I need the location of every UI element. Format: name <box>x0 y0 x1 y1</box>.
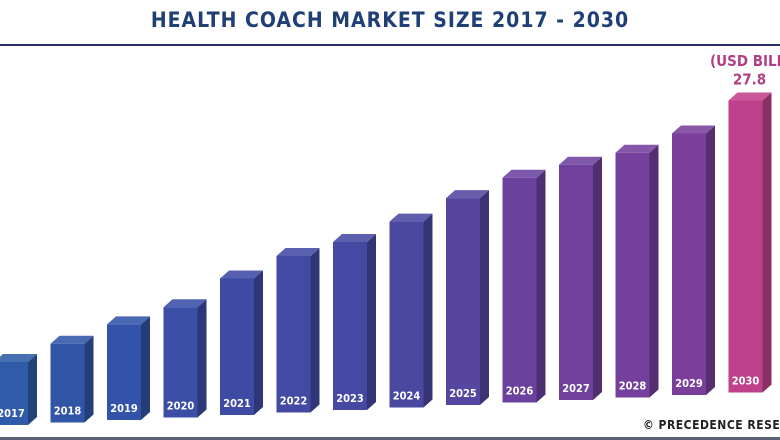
bar-top-2018 <box>50 335 94 344</box>
bar-top-2019 <box>107 316 150 325</box>
bar-2028 <box>615 152 650 398</box>
bar-side-2027 <box>593 156 602 400</box>
bar-side-2023 <box>367 233 376 410</box>
data-label-2030: 27.8 <box>733 71 766 89</box>
bar-label-2019: 2019 <box>110 402 138 415</box>
bar-2021 <box>220 278 254 415</box>
bar-side-2018 <box>84 335 94 423</box>
bar-label-2024: 2024 <box>393 390 421 403</box>
bar-side-2019 <box>141 316 150 420</box>
bar-top-2026 <box>502 169 546 178</box>
bar-2023 <box>333 241 367 410</box>
bar-2026 <box>502 177 537 403</box>
bar-side-2020 <box>197 299 207 418</box>
bar-label-2029: 2029 <box>675 377 703 390</box>
unit-label: (USD BILLION) <box>710 52 780 70</box>
bar-label-2022: 2022 <box>280 395 308 408</box>
bar-2025 <box>446 198 480 405</box>
bar-side-2025 <box>480 190 489 405</box>
bar-side-2022 <box>310 247 320 413</box>
bar-2022 <box>276 255 311 413</box>
bar-label-2017: 2017 <box>0 407 25 420</box>
bar-side-2028 <box>649 144 659 398</box>
footer-divider <box>0 437 780 440</box>
bar-2027 <box>559 164 593 400</box>
bar-top-2017 <box>0 353 37 362</box>
bar-2017 <box>0 361 28 425</box>
bar-2029 <box>672 133 706 395</box>
bar-top-2024 <box>389 213 433 222</box>
bar-label-2023: 2023 <box>336 392 364 405</box>
bar-side-2030 <box>762 92 772 393</box>
bar-2020 <box>163 307 198 418</box>
bar-label-2018: 2018 <box>54 405 82 418</box>
bar-2019 <box>107 324 141 420</box>
bar-2018 <box>50 343 85 423</box>
bar-side-2017 <box>28 353 37 425</box>
chart-title: HEALTH COACH MARKET SIZE 2017 - 2030 <box>150 8 630 32</box>
bar-label-2025: 2025 <box>449 387 477 400</box>
bar-label-2030: 2030 <box>732 375 760 388</box>
copyright-footer: © PRECEDENCE RESEARCH <box>643 418 780 432</box>
bar-top-2027 <box>559 156 602 165</box>
bar-label-2021: 2021 <box>223 397 251 410</box>
bar-label-2020: 2020 <box>167 400 195 413</box>
bar-label-2026: 2026 <box>506 385 534 398</box>
bar-label-2027: 2027 <box>562 382 590 395</box>
bar-side-2029 <box>706 125 715 395</box>
bar-top-2028 <box>615 144 659 153</box>
bar-side-2024 <box>423 213 433 408</box>
bar-top-2021 <box>220 270 263 279</box>
bar-top-2023 <box>333 233 376 242</box>
bar-top-2022 <box>276 247 320 256</box>
bar-top-2030 <box>728 92 772 101</box>
bar-label-2028: 2028 <box>619 380 647 393</box>
bar-side-2026 <box>536 169 546 403</box>
title-divider <box>0 44 780 46</box>
bar-2024 <box>389 221 424 408</box>
bar-top-2029 <box>672 125 715 134</box>
bar-side-2021 <box>254 270 263 415</box>
bar-2030 <box>728 100 763 393</box>
bar-top-2020 <box>163 299 207 308</box>
bar-top-2025 <box>446 190 489 199</box>
